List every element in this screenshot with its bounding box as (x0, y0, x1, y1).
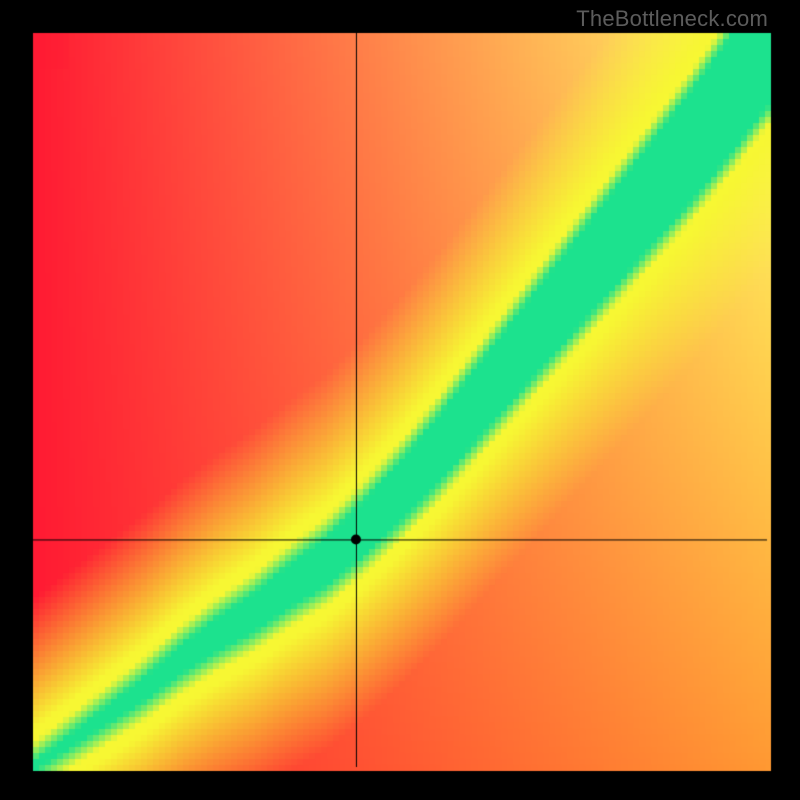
bottleneck-heatmap (0, 0, 800, 800)
chart-container: TheBottleneck.com (0, 0, 800, 800)
watermark-label: TheBottleneck.com (576, 6, 768, 32)
